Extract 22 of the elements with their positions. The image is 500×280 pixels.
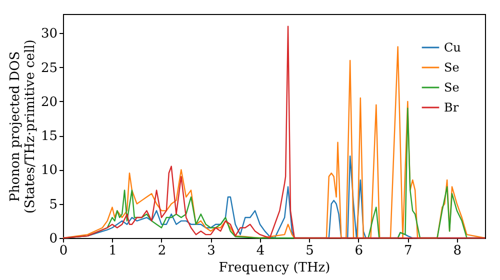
x-tick-label: 4 <box>256 244 265 258</box>
y-axis-title: Phonon projected DOS (States/THz·primitive cell) <box>8 39 38 214</box>
x-axis-title: Frequency (THz) <box>218 260 330 276</box>
y-tick-label: 5 <box>49 197 58 212</box>
y-tick-label: 25 <box>40 60 58 76</box>
legend-label: Se <box>444 60 460 74</box>
x-tick-label: 2 <box>158 244 166 258</box>
x-tick-label: 1 <box>108 244 117 258</box>
x-tick-label: 3 <box>207 244 216 258</box>
y-tick-label: 0 <box>49 232 58 246</box>
legend-label: Br <box>444 100 459 114</box>
y-tick-label: 15 <box>40 129 58 144</box>
legend-label: Cu <box>444 40 462 54</box>
y-tick-label: 10 <box>40 163 58 178</box>
x-tick-label: 0 <box>59 244 68 258</box>
x-tick-label: 8 <box>453 244 462 258</box>
x-tick-label: 7 <box>404 244 412 258</box>
y-tick-label: 20 <box>40 94 58 110</box>
legend-label: Se <box>444 80 460 94</box>
y-tick-label: 30 <box>40 26 58 42</box>
x-tick-label: 5 <box>306 244 314 258</box>
x-tick-label: 6 <box>354 244 364 258</box>
